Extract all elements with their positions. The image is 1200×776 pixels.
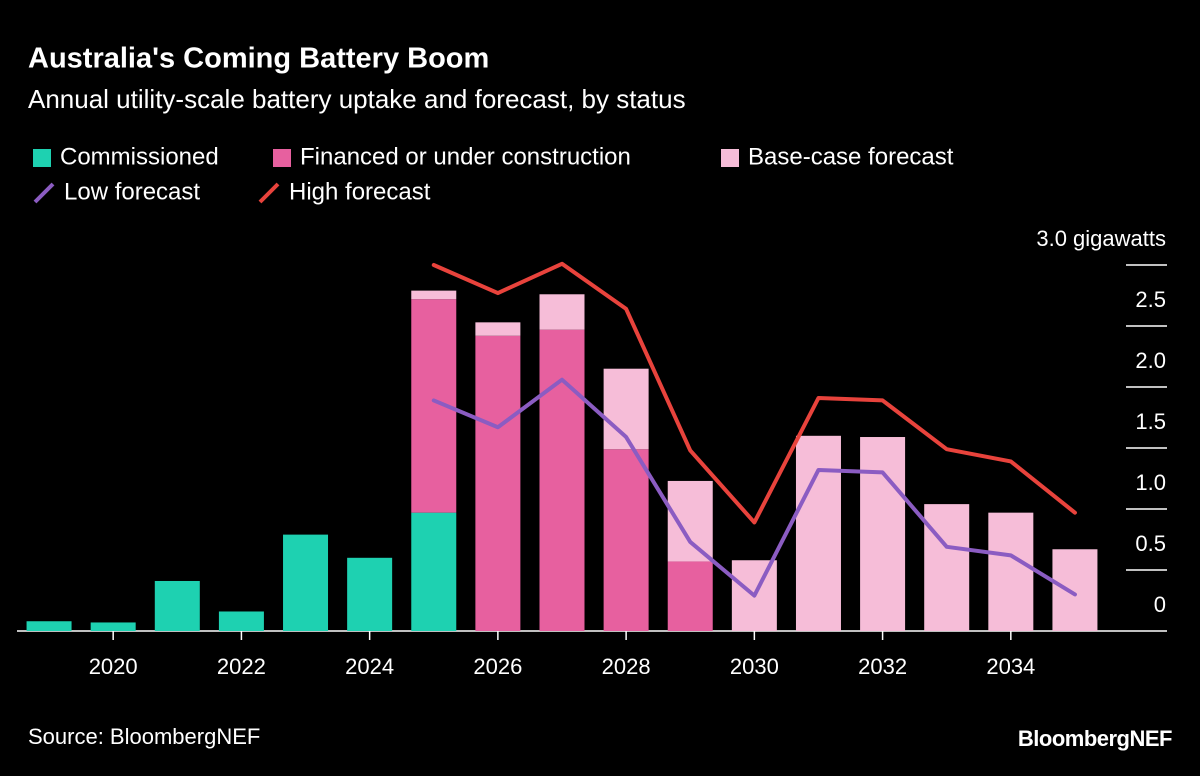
x-tick-label: 2032: [858, 654, 907, 679]
x-tick-label: 2034: [986, 654, 1035, 679]
legend-label: Commissioned: [60, 143, 219, 170]
y-tick-label: 1.0: [1135, 470, 1166, 495]
x-tick-label: 2024: [345, 654, 394, 679]
legend-label: Low forecast: [64, 178, 200, 205]
bar-segment: [26, 621, 72, 631]
x-tick-label: 2022: [217, 654, 266, 679]
y-tick-label: 2.0: [1135, 348, 1166, 373]
bar-segment: [539, 294, 585, 330]
bar-segment: [218, 611, 264, 631]
bar-segment: [347, 557, 393, 631]
bar-segment: [988, 512, 1034, 631]
source: Source: BloombergNEF: [28, 724, 260, 749]
y-tick-label: 3.0 gigawatts: [1036, 226, 1166, 251]
bar-segment: [795, 435, 841, 631]
legend-swatch: [273, 149, 291, 167]
x-tick-label: 2030: [730, 654, 779, 679]
bar-segment: [411, 512, 457, 631]
x-tick-label: 2020: [89, 654, 138, 679]
legend-swatch: [33, 149, 51, 167]
bar-segment: [539, 329, 585, 631]
y-tick-label: 1.5: [1135, 409, 1166, 434]
legend-label: Base-case forecast: [748, 143, 954, 170]
bar-segment: [860, 437, 906, 631]
bar-segment: [283, 534, 329, 631]
bar-segment: [90, 622, 136, 631]
bar-segment: [603, 449, 649, 631]
x-tick-label: 2028: [602, 654, 651, 679]
y-tick-label: 0.5: [1135, 531, 1166, 556]
legend-label: Financed or under construction: [300, 143, 631, 170]
y-tick-label: 2.5: [1135, 287, 1166, 312]
line-series: [431, 377, 1077, 598]
bar-segment: [667, 480, 713, 562]
legend-swatch: [258, 182, 280, 204]
bar-segment: [1052, 549, 1098, 631]
line-series: [431, 261, 1077, 525]
legend-swatch: [33, 182, 55, 204]
y-tick-label: 0: [1154, 592, 1166, 617]
bar-segment: [924, 504, 970, 631]
bar-segment: [475, 322, 521, 336]
chart-title: Australia's Coming Battery Boom: [28, 43, 489, 75]
bar-segment: [667, 561, 713, 631]
chart-subtitle: Annual utility-scale battery uptake and …: [28, 84, 686, 114]
legend-swatch: [721, 149, 739, 167]
bar-segment: [475, 335, 521, 631]
bar-segment: [154, 580, 200, 631]
legend-label: High forecast: [289, 178, 431, 205]
x-tick-label: 2026: [473, 654, 522, 679]
bar-segment: [411, 290, 457, 300]
brand-logo: BloombergNEF: [1018, 726, 1172, 751]
